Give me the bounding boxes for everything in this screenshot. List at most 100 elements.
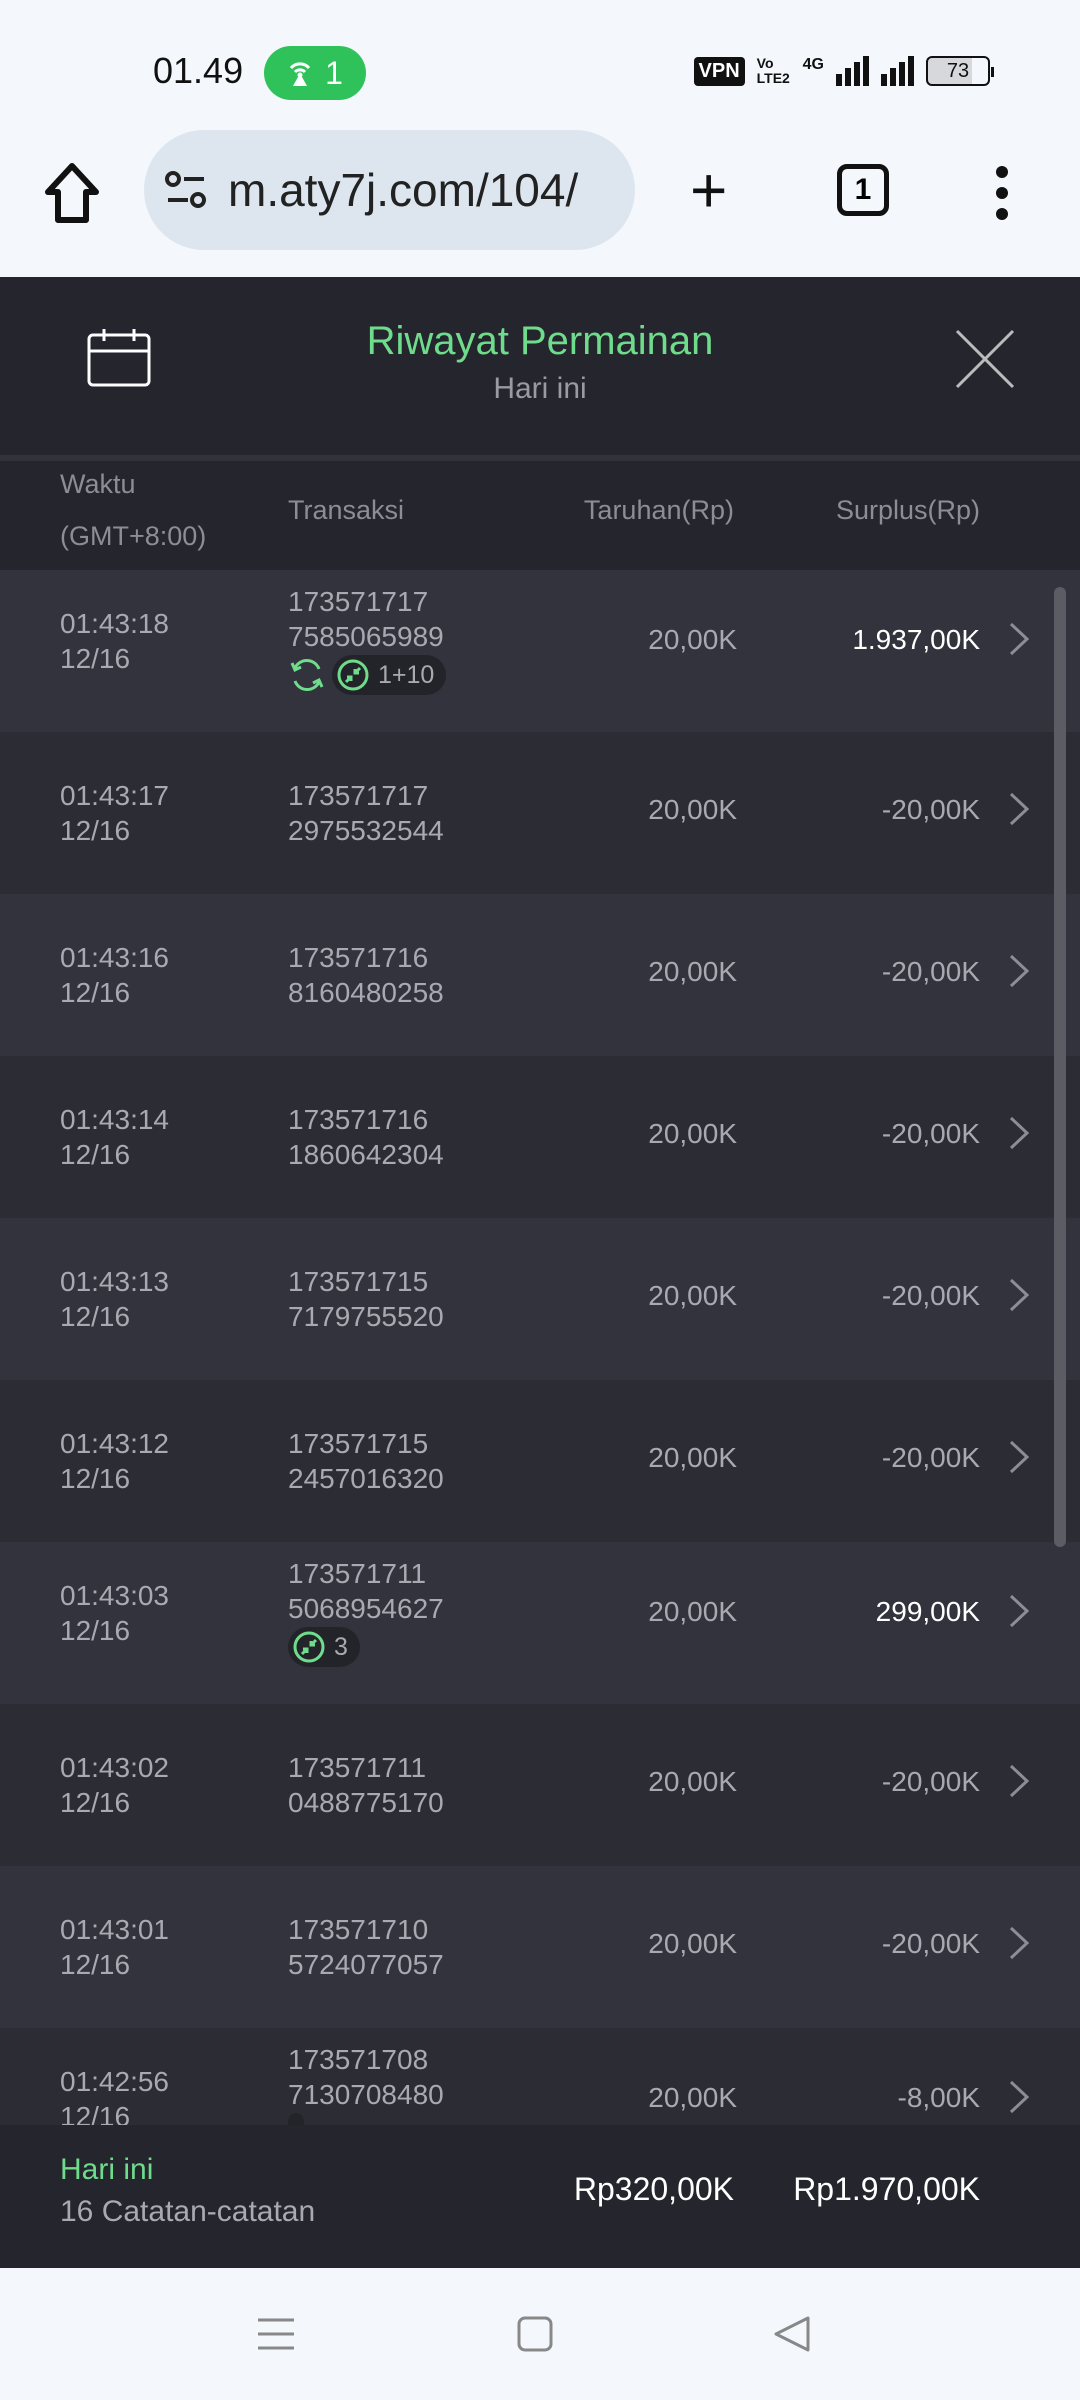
col-transaction: Transaksi	[288, 495, 405, 525]
time-text: 01:43:14	[60, 1104, 169, 1135]
table-row[interactable]: 01:43:03 12/16 173571711 5068954627 3 20,00K 2…	[0, 1542, 1080, 1704]
row-surplus: -20,00K	[881, 794, 980, 825]
row-time: 01:43:12 12/16	[60, 1426, 169, 1496]
chevron-right-icon[interactable]	[1008, 1278, 1030, 1312]
footer-count: 16 Catatan-catatan	[60, 2195, 316, 2228]
browser-toolbar: m.aty7j.com/104/ + 1	[0, 130, 1080, 277]
table-row[interactable]: 01:42:56 12/16 173571708 7130708480 20,00K -8…	[0, 2028, 1080, 2125]
row-surplus: -20,00K	[881, 1928, 980, 1959]
row-transaction: 173571716 8160480258	[288, 940, 444, 1010]
bonus-tags	[288, 2113, 444, 2125]
date-text: 12/16	[60, 1463, 131, 1494]
row-bet: 20,00K	[648, 1596, 737, 1627]
refresh-icon	[290, 658, 324, 692]
home-nav-icon[interactable]	[516, 2314, 554, 2354]
row-transaction: 173571715 7179755520	[288, 1264, 444, 1334]
date-text: 12/16	[60, 1139, 131, 1170]
bonus-count: 1+10	[378, 660, 435, 689]
chevron-right-icon[interactable]	[1008, 954, 1030, 988]
modal-title: Riwayat Permainan	[366, 319, 714, 363]
history-list[interactable]: 01:43:18 12/16 173571717 7585065989 1+10 20,0…	[0, 570, 1080, 2125]
row-time: 01:43:18 12/16	[60, 606, 169, 676]
footer-period: Hari ini	[60, 2153, 154, 2186]
date-text: 12/16	[60, 2101, 131, 2125]
row-surplus: 299,00K	[875, 1596, 980, 1627]
new-tab-icon[interactable]: +	[690, 154, 728, 226]
summary-footer: Hari ini 16 Catatan-catatan Rp320,00K Rp…	[0, 2125, 1080, 2268]
chevron-right-icon[interactable]	[1008, 1926, 1030, 1960]
date-text: 12/16	[60, 643, 131, 674]
modal-subtitle: Hari ini	[493, 372, 587, 405]
table-row[interactable]: 01:43:01 12/16 173571710 5724077057 20,00K -2…	[0, 1866, 1080, 2028]
table-row[interactable]: 01:43:02 12/16 173571711 0488775170 20,00K -2…	[0, 1704, 1080, 1866]
row-surplus: -20,00K	[881, 956, 980, 987]
chevron-right-icon[interactable]	[1008, 1594, 1030, 1628]
transaction-id-part2: 5068954627	[288, 1593, 444, 1624]
row-transaction: 173571716 1860642304	[288, 1102, 444, 1172]
url-text: m.aty7j.com/104/	[228, 164, 579, 216]
hotspot-icon	[289, 62, 311, 86]
table-row[interactable]: 01:43:12 12/16 173571715 2457016320 20,00K -2…	[0, 1380, 1080, 1542]
chevron-right-icon[interactable]	[1008, 622, 1030, 656]
chevron-right-icon[interactable]	[1008, 1764, 1030, 1798]
time-text: 01:43:02	[60, 1752, 169, 1783]
table-row[interactable]: 01:43:16 12/16 173571716 8160480258 20,00K -2…	[0, 894, 1080, 1056]
table-row[interactable]: 01:43:13 12/16 173571715 7179755520 20,00K -2…	[0, 1218, 1080, 1380]
transaction-id-part1: 173571711	[288, 1752, 427, 1783]
row-time: 01:43:13 12/16	[60, 1264, 169, 1334]
transaction-id-part1: 173571711	[288, 1558, 427, 1589]
transaction-id-part1: 173571716	[288, 1104, 429, 1135]
row-surplus: -20,00K	[881, 1442, 980, 1473]
transaction-id-part2: 8160480258	[288, 977, 444, 1008]
more-menu-icon[interactable]	[996, 166, 1008, 220]
address-bar[interactable]: m.aty7j.com/104/	[144, 130, 635, 250]
row-transaction: 173571717 7585065989 1+10	[288, 584, 447, 695]
chevron-right-icon[interactable]	[1008, 1116, 1030, 1150]
back-icon[interactable]	[772, 2314, 812, 2354]
home-icon[interactable]	[42, 162, 102, 226]
table-row[interactable]: 01:43:18 12/16 173571717 7585065989 1+10 20,0…	[0, 570, 1080, 732]
date-text: 12/16	[60, 977, 131, 1008]
status-bar: 01.49 1 VPN Vo LTE2 4G 73	[0, 0, 1080, 140]
collapse-icon	[337, 659, 369, 691]
clock: 01.49	[153, 50, 244, 91]
tab-switcher-button[interactable]: 1	[837, 164, 889, 216]
chevron-right-icon[interactable]	[1008, 2080, 1030, 2114]
row-bet: 20,00K	[648, 1928, 737, 1959]
bonus-badge: 3	[288, 1627, 360, 1667]
table-row[interactable]: 01:43:17 12/16 173571717 2975532544 20,00K -2…	[0, 732, 1080, 894]
scrollbar[interactable]	[1054, 587, 1066, 1547]
transaction-id-part1: 173571715	[288, 1266, 429, 1297]
row-transaction: 173571711 5068954627 3	[288, 1556, 444, 1667]
footer-total-surplus: Rp1.970,00K	[793, 2171, 980, 2207]
bonus-tags: 3	[288, 1627, 444, 1667]
recent-apps-icon[interactable]	[256, 2314, 296, 2354]
site-settings-icon[interactable]	[164, 170, 208, 210]
system-nav-bar	[0, 2268, 1080, 2400]
transaction-id-part1: 173571717	[288, 586, 429, 617]
chevron-right-icon[interactable]	[1008, 792, 1030, 826]
calendar-icon[interactable]	[86, 327, 152, 387]
close-icon[interactable]	[955, 329, 1015, 389]
row-transaction: 173571717 2975532544	[288, 778, 444, 848]
row-bet: 20,00K	[648, 1118, 737, 1149]
chevron-right-icon[interactable]	[1008, 1440, 1030, 1474]
time-text: 01:43:17	[60, 780, 169, 811]
hotspot-count: 1	[325, 54, 343, 91]
row-time: 01:43:01 12/16	[60, 1912, 169, 1982]
signal-icon-2	[881, 56, 914, 86]
transaction-id-part2: 7179755520	[288, 1301, 444, 1332]
transaction-id-part2: 0488775170	[288, 1787, 444, 1818]
time-text: 01:42:56	[60, 2066, 169, 2097]
hotspot-indicator[interactable]: 1	[264, 46, 366, 100]
row-time: 01:43:02 12/16	[60, 1750, 169, 1820]
battery-icon: 73	[926, 56, 994, 86]
table-row[interactable]: 01:43:14 12/16 173571716 1860642304 20,00K -2…	[0, 1056, 1080, 1218]
date-text: 12/16	[60, 815, 131, 846]
bonus-badge: 1+10	[332, 655, 447, 695]
col-bet: Taruhan(Rp)	[583, 495, 734, 525]
bonus-count: 3	[334, 1632, 348, 1661]
row-surplus: -20,00K	[881, 1280, 980, 1311]
bonus-badge	[288, 2113, 304, 2125]
table-header: Waktu (GMT+8:00) Transaksi Taruhan(Rp) S…	[0, 461, 1080, 570]
